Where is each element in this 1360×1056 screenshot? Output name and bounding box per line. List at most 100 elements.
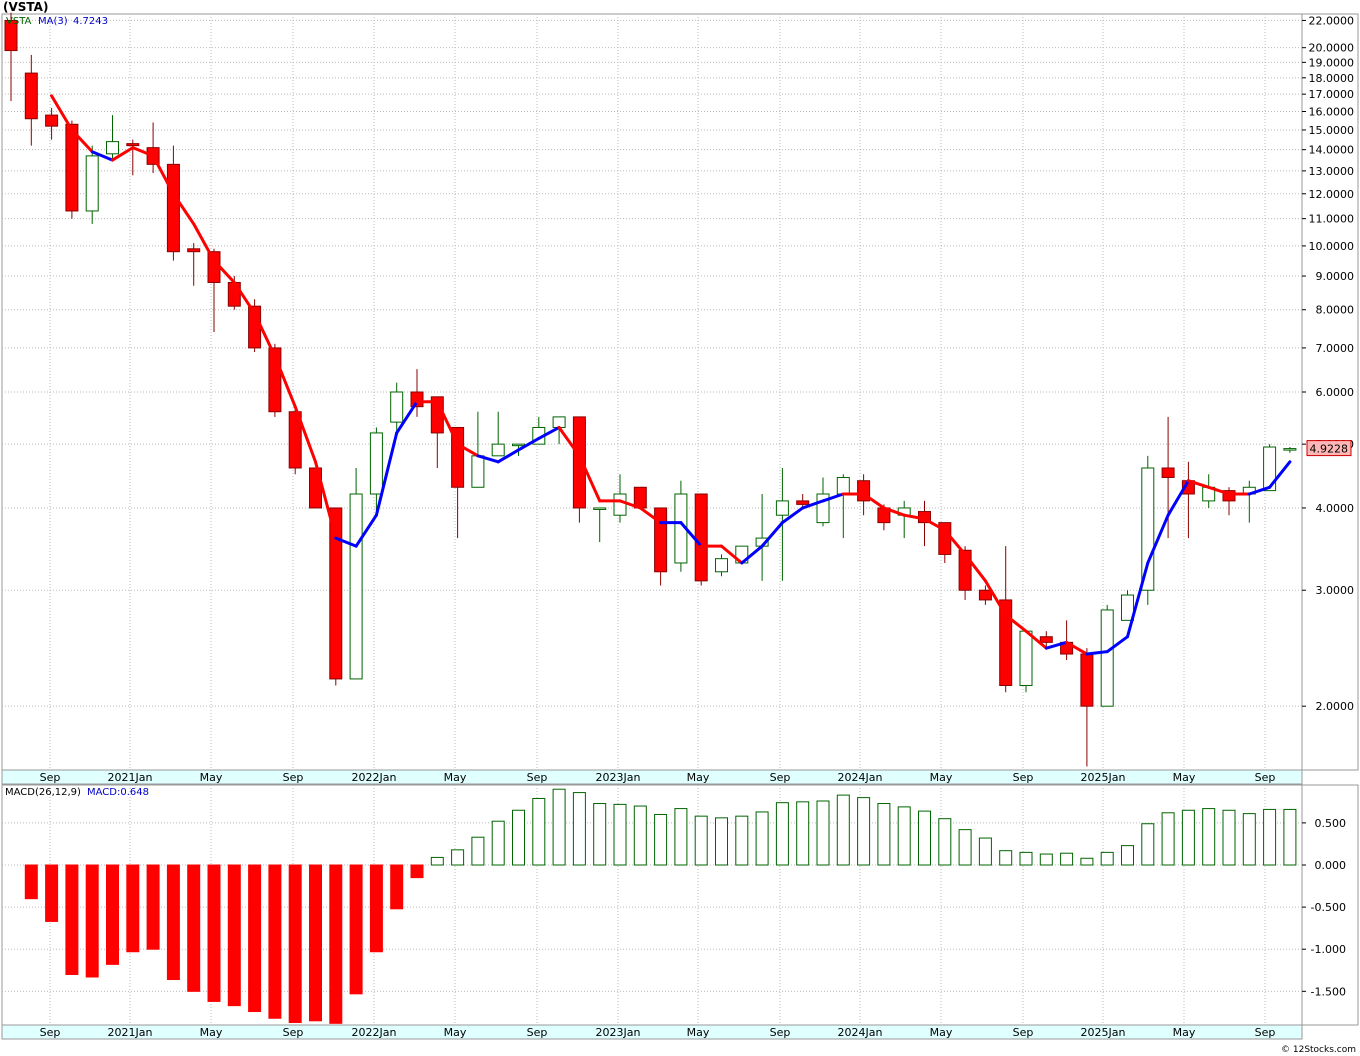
macd-bar [65, 864, 79, 975]
ma3-segment [354, 513, 378, 548]
price-x-tick-label: 2025Jan [1081, 771, 1126, 784]
macd-bar [1283, 808, 1297, 866]
candle-body [613, 493, 627, 516]
ma3-segment [111, 146, 135, 162]
macd-bar [978, 837, 992, 866]
price-y-tick-label: 12.0000 [1309, 188, 1355, 201]
ma3-segment [517, 436, 541, 452]
price-y-tick-label: 14.0000 [1309, 144, 1355, 157]
macd-y-tick-label: -1.000 [1311, 943, 1346, 956]
candle-body [999, 599, 1013, 687]
candle-body [126, 143, 140, 147]
ma3-segment [70, 128, 94, 154]
macd-bar [532, 797, 546, 866]
ma-value: 4.7243 [73, 16, 108, 27]
candle-body [836, 476, 850, 495]
macd-bar [1222, 809, 1236, 866]
macd-x-tick-label: 2023Jan [596, 1026, 641, 1039]
macd-bar [349, 864, 363, 995]
ma3-segment [537, 425, 561, 440]
ma3-segment [456, 442, 480, 458]
macd-x-tick-label: May [200, 1026, 223, 1039]
ma3-segment [1085, 650, 1109, 656]
macd-x-tick-label: 2024Jan [838, 1026, 883, 1039]
candle-body [471, 455, 485, 488]
macd-bar [166, 864, 180, 981]
candle-body [1080, 653, 1094, 707]
price-y-tick-label: 20.0000 [1309, 42, 1355, 55]
candle-body [1019, 630, 1033, 687]
ma-label: MA(3) [38, 16, 68, 27]
macd-bar [1121, 845, 1134, 866]
candle [999, 546, 1013, 693]
price-x-tick-label: Sep [1255, 771, 1276, 784]
candle-body [1100, 609, 1114, 707]
macd-bar [816, 800, 830, 866]
macd-bar [775, 802, 789, 866]
candle [85, 145, 99, 224]
price-x-tick-label: Sep [40, 771, 61, 784]
price-x-tick-label: May [200, 771, 223, 784]
price-axis-area [1301, 13, 1359, 771]
price-x-axis-band [1, 769, 1303, 785]
macd-bar [390, 864, 404, 910]
price-y-tick-label: 2.0000 [1316, 700, 1355, 713]
candle [1222, 487, 1236, 516]
price-y-tick-label: 6.0000 [1316, 386, 1355, 399]
ma3-segment [1146, 513, 1170, 565]
macd-bar [694, 815, 708, 866]
candle [1100, 604, 1114, 707]
macd-y-tick-label: -1.500 [1311, 985, 1346, 998]
price-y-tick-label: 22.0000 [1309, 14, 1355, 27]
candle-body [65, 123, 79, 212]
ma3-segment [90, 150, 114, 162]
candle [451, 426, 465, 539]
macd-bar [938, 818, 952, 866]
macd-bar [369, 864, 383, 953]
ma3-segment [557, 425, 581, 458]
macd-bar [126, 864, 140, 953]
candle [369, 427, 383, 516]
macd-bar [491, 820, 505, 866]
candle-body [552, 416, 566, 428]
price-x-tick-label: May [687, 771, 710, 784]
price-y-tick-label: 10.0000 [1309, 240, 1355, 253]
macd-x-tick-label: 2025Jan [1081, 1026, 1126, 1039]
ma3-segment [882, 506, 906, 517]
macd-y-tick-label: 0.000 [1315, 859, 1347, 872]
ma3-segment [50, 94, 74, 132]
candle-body [654, 507, 668, 573]
ma3-segment [638, 506, 663, 525]
candle-body [451, 426, 465, 488]
macd-bar [735, 815, 749, 866]
candle-body [775, 500, 789, 516]
candle [471, 411, 485, 488]
macd-bar [1080, 857, 1094, 866]
candle-body [45, 114, 59, 127]
macd-bar [552, 788, 566, 866]
candle-body [349, 493, 363, 680]
price-y-tick-label: 15.0000 [1309, 124, 1355, 137]
candle [836, 474, 850, 539]
credit-text: © 12Stocks.com [1281, 1045, 1356, 1055]
macd-bar [430, 856, 444, 866]
macd-bar [877, 803, 891, 866]
candle-body [227, 281, 241, 307]
macd-label: MACD(26,12,9) [5, 787, 81, 798]
price-x-tick-label: Sep [527, 771, 548, 784]
candle-body [390, 391, 404, 423]
macd-bar [471, 836, 485, 866]
macd-bar [836, 794, 850, 866]
candle-body [1222, 490, 1236, 502]
candle [187, 243, 201, 286]
macd-x-tick-label: Sep [1255, 1026, 1276, 1039]
candle [288, 406, 302, 475]
symbol-label: VSTA [6, 16, 32, 27]
candle [4, 12, 18, 101]
ma3-segment [760, 521, 784, 548]
price-y-tick-label: 16.0000 [1309, 105, 1355, 118]
ma3-segment [395, 400, 419, 435]
ma3-segment [1268, 460, 1292, 489]
ma3-segment [314, 460, 338, 540]
macd-bar [207, 864, 221, 1002]
